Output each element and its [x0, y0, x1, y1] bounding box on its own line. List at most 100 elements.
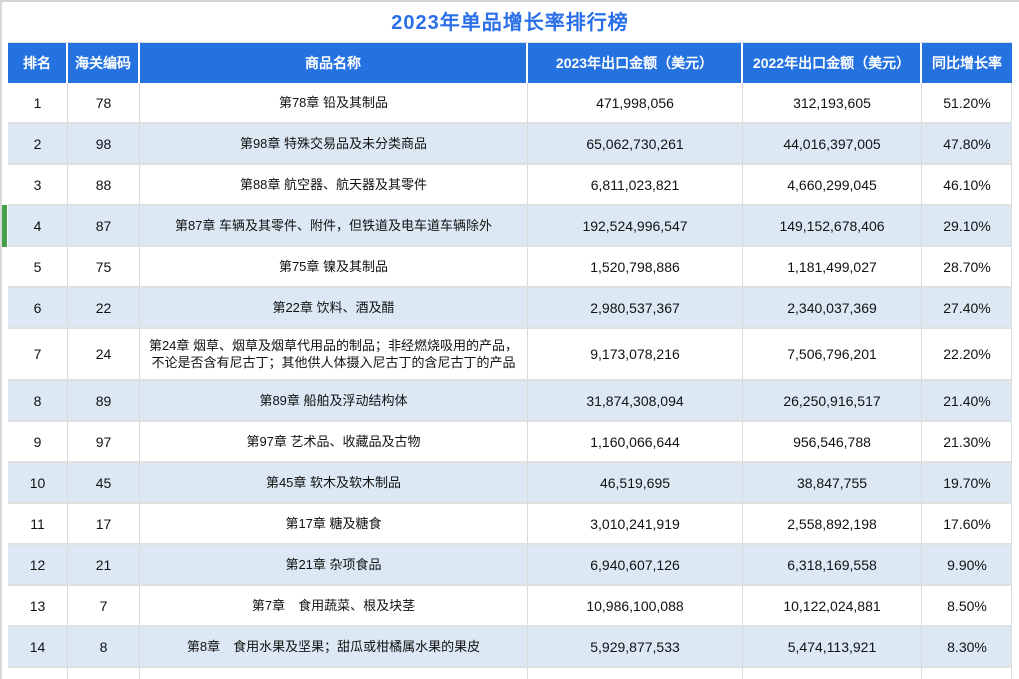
cell-growth[interactable]: 8.50%	[947, 597, 987, 614]
cell-rank[interactable]: 4	[8, 206, 68, 245]
cell-name[interactable]: 第75章 镍及其制品	[140, 247, 528, 286]
cell-code[interactable]: 78	[68, 83, 140, 122]
cell-amt2023[interactable]: 192,524,996,547	[528, 206, 743, 245]
table-row[interactable]: 1 78 第78章 铅及其制品 471,998,056 312,193,605 51.20…	[8, 83, 1012, 124]
cell-rank[interactable]: 7	[8, 329, 68, 379]
table-row[interactable]: 2 98 第98章 特殊交易品及未分类商品 65,062,730,261 44,016,…	[8, 124, 1012, 165]
cell-amt2022[interactable]: 312,193,605	[743, 83, 922, 122]
cell-growth[interactable]: 8.30%	[947, 638, 987, 655]
cell-growth[interactable]: 46.10%	[943, 176, 991, 193]
cell-name[interactable]: 第24章 烟草、烟草及烟草代用品的制品；非经燃烧吸用的产品，不论是否含有尼古丁；…	[140, 329, 528, 379]
cell-amt2023[interactable]: 6,940,607,126	[528, 545, 743, 584]
cell-code[interactable]: 88	[68, 165, 140, 204]
cell-amt2022[interactable]: 10,122,024,881	[743, 586, 922, 625]
cell-name[interactable]: 第22章 饮料、酒及醋	[140, 288, 528, 327]
cell-growth[interactable]: 47.80%	[943, 135, 991, 152]
column-header-growth[interactable]: 同比增长率	[932, 55, 1002, 71]
cell-name[interactable]: 第17章 糖及糖食	[140, 504, 528, 543]
cell-amt2022[interactable]: 38,847,755	[743, 463, 922, 502]
cell-empty[interactable]	[140, 668, 528, 679]
cell-name[interactable]: 第7章 食用蔬菜、根及块茎	[140, 586, 528, 625]
cell-amt2022[interactable]: 2,558,892,198	[743, 504, 922, 543]
cell-amt2022[interactable]: 44,016,397,005	[743, 124, 922, 163]
cell-code[interactable]: 7	[68, 586, 140, 625]
cell-amt2022[interactable]: 956,546,788	[743, 422, 922, 461]
cell-rank[interactable]: 3	[8, 165, 68, 204]
cell-code[interactable]: 17	[68, 504, 140, 543]
cell-growth[interactable]: 22.20%	[943, 346, 991, 362]
cell-rank[interactable]: 12	[8, 545, 68, 584]
table-row[interactable]: 3 88 第88章 航空器、航天器及其零件 6,811,023,821 4,660,29…	[8, 165, 1012, 206]
cell-empty[interactable]	[68, 668, 140, 679]
cell-growth[interactable]: 19.70%	[943, 474, 991, 491]
cell-amt2022[interactable]: 5,474,113,921	[743, 627, 922, 666]
column-header-rank[interactable]: 排名	[8, 43, 68, 83]
cell-rank[interactable]: 11	[8, 504, 68, 543]
table-row-partial[interactable]	[8, 668, 1012, 679]
cell-name[interactable]: 第97章 艺术品、收藏品及古物	[140, 422, 528, 461]
cell-growth[interactable]: 29.10%	[943, 217, 991, 234]
table-row[interactable]: 13 7 第7章 食用蔬菜、根及块茎 10,986,100,088 10,122,024…	[8, 586, 1012, 627]
cell-rank[interactable]: 10	[8, 463, 68, 502]
column-header-name[interactable]: 商品名称	[140, 43, 528, 83]
cell-amt2022[interactable]: 2,340,037,369	[743, 288, 922, 327]
cell-name[interactable]: 第98章 特殊交易品及未分类商品	[140, 124, 528, 163]
table-row[interactable]: 12 21 第21章 杂项食品 6,940,607,126 6,318,169,558 9…	[8, 545, 1012, 586]
cell-code[interactable]: 8	[68, 627, 140, 666]
cell-amt2023[interactable]: 46,519,695	[528, 463, 743, 502]
cell-empty[interactable]	[743, 668, 922, 679]
cell-amt2022[interactable]: 6,318,169,558	[743, 545, 922, 584]
cell-amt2023[interactable]: 65,062,730,261	[528, 124, 743, 163]
cell-amt2023[interactable]: 1,520,798,886	[528, 247, 743, 286]
cell-amt2022[interactable]: 7,506,796,201	[743, 329, 922, 379]
cell-code[interactable]: 24	[68, 329, 140, 379]
cell-amt2023[interactable]: 5,929,877,533	[528, 627, 743, 666]
cell-amt2023[interactable]: 10,986,100,088	[528, 586, 743, 625]
cell-amt2023[interactable]: 9,173,078,216	[528, 329, 743, 379]
cell-growth[interactable]: 21.40%	[943, 392, 991, 409]
table-row[interactable]: 9 97 第97章 艺术品、收藏品及古物 1,160,066,644 956,546,7…	[8, 422, 1012, 463]
cell-empty[interactable]	[8, 668, 68, 679]
cell-empty[interactable]	[922, 668, 1012, 679]
table-row[interactable]: 7 24 第24章 烟草、烟草及烟草代用品的制品；非经燃烧吸用的产品，不论是否含有尼…	[8, 329, 1012, 381]
cell-growth[interactable]: 21.30%	[943, 433, 991, 450]
column-header-code[interactable]: 海关编码	[68, 43, 140, 83]
cell-amt2022[interactable]: 149,152,678,406	[743, 206, 922, 245]
table-row[interactable]: 6 22 第22章 饮料、酒及醋 2,980,537,367 2,340,037,369…	[8, 288, 1012, 329]
cell-name[interactable]: 第8章 食用水果及坚果；甜瓜或柑橘属水果的果皮	[140, 627, 528, 666]
cell-growth[interactable]: 51.20%	[943, 94, 991, 111]
cell-code[interactable]: 98	[68, 124, 140, 163]
cell-amt2022[interactable]: 26,250,916,517	[743, 381, 922, 420]
cell-name[interactable]: 第45章 软木及软木制品	[140, 463, 528, 502]
column-header-amt2023[interactable]: 2023年出口金额（美元）	[528, 43, 743, 83]
cell-rank[interactable]: 5	[8, 247, 68, 286]
cell-code[interactable]: 75	[68, 247, 140, 286]
column-header-amt2022[interactable]: 2022年出口金额（美元）	[743, 43, 922, 83]
table-row[interactable]: 4 87 第87章 车辆及其零件、附件，但铁道及电车道车辆除外 192,524,996…	[2, 205, 1012, 247]
cell-growth[interactable]: 9.90%	[947, 556, 987, 573]
table-row[interactable]: 10 45 第45章 软木及软木制品 46,519,695 38,847,755 19.7…	[8, 463, 1012, 504]
cell-rank[interactable]: 9	[8, 422, 68, 461]
cell-code[interactable]: 21	[68, 545, 140, 584]
cell-code[interactable]: 22	[68, 288, 140, 327]
cell-name[interactable]: 第88章 航空器、航天器及其零件	[140, 165, 528, 204]
table-row[interactable]: 11 17 第17章 糖及糖食 3,010,241,919 2,558,892,198 1…	[8, 504, 1012, 545]
cell-name[interactable]: 第78章 铅及其制品	[140, 83, 528, 122]
cell-amt2022[interactable]: 4,660,299,045	[743, 165, 922, 204]
cell-amt2023[interactable]: 1,160,066,644	[528, 422, 743, 461]
cell-growth[interactable]: 28.70%	[943, 258, 991, 275]
cell-amt2023[interactable]: 31,874,308,094	[528, 381, 743, 420]
table-row[interactable]: 5 75 第75章 镍及其制品 1,520,798,886 1,181,499,027 2…	[8, 247, 1012, 288]
cell-amt2023[interactable]: 2,980,537,367	[528, 288, 743, 327]
cell-rank[interactable]: 2	[8, 124, 68, 163]
cell-rank[interactable]: 14	[8, 627, 68, 666]
cell-amt2023[interactable]: 471,998,056	[528, 83, 743, 122]
cell-name[interactable]: 第89章 船舶及浮动结构体	[140, 381, 528, 420]
cell-code[interactable]: 97	[68, 422, 140, 461]
cell-rank[interactable]: 13	[8, 586, 68, 625]
cell-code[interactable]: 45	[68, 463, 140, 502]
cell-growth[interactable]: 17.60%	[943, 515, 991, 532]
cell-code[interactable]: 89	[68, 381, 140, 420]
cell-empty[interactable]	[528, 668, 743, 679]
cell-name[interactable]: 第21章 杂项食品	[140, 545, 528, 584]
